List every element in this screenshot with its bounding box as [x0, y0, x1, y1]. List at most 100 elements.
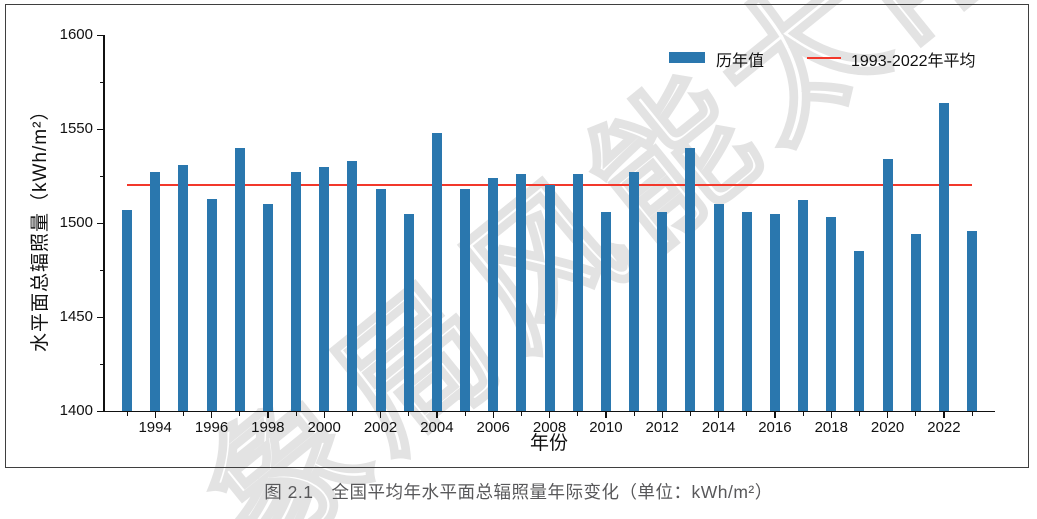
bar-2008 — [544, 185, 555, 411]
bar-1996 — [206, 198, 217, 411]
bar-1998 — [262, 204, 273, 411]
bar-2019 — [854, 251, 865, 411]
bar-2000 — [319, 166, 330, 411]
bar-2003 — [403, 213, 414, 411]
bar-2006 — [488, 177, 499, 411]
bar-2012 — [657, 211, 668, 411]
legend-bar-swatch — [669, 52, 705, 63]
y-tick-1450 — [97, 316, 103, 318]
x-tick-1995 — [182, 412, 185, 416]
y-minor-tick-1575 — [99, 81, 103, 83]
x-tick-2014 — [718, 412, 720, 418]
x-tick-label-2010: 2010 — [589, 419, 623, 436]
bar-2018 — [826, 217, 837, 411]
x-tick-2015 — [746, 412, 748, 416]
y-tick-label-1500: 1500 — [59, 214, 93, 231]
x-tick-1996 — [211, 412, 213, 418]
x-tick-2010 — [605, 412, 607, 418]
bar-2017 — [798, 200, 809, 411]
x-tick-2003 — [408, 412, 410, 416]
bar-1999 — [291, 172, 302, 411]
bar-1997 — [234, 147, 245, 411]
bar-1995 — [178, 164, 189, 411]
bar-2020 — [882, 159, 893, 411]
bar-2009 — [572, 174, 583, 411]
y-tick-label-1550: 1550 — [59, 120, 93, 137]
figure-frame — [5, 4, 1029, 468]
y-minor-tick-1425 — [99, 363, 103, 365]
bar-1993 — [122, 209, 132, 411]
figure-caption: 图 2.1 全国平均年水平面总辐照量年际变化（单位：kWh/m²） — [264, 482, 773, 502]
x-tick-label-2012: 2012 — [645, 419, 679, 436]
y-tick-label-1400: 1400 — [59, 402, 93, 419]
x-tick-2012 — [661, 412, 663, 418]
y-axis-line — [103, 35, 105, 412]
x-tick-label-2000: 2000 — [307, 419, 341, 436]
y-tick-label-1450: 1450 — [59, 308, 93, 325]
x-tick-2011 — [633, 412, 635, 416]
x-tick-label-2006: 2006 — [476, 419, 510, 436]
bar-2004 — [431, 132, 442, 411]
x-tick-2016 — [774, 412, 776, 418]
bar-2023 — [967, 230, 978, 411]
bar-2002 — [375, 189, 386, 411]
x-tick-2022 — [943, 412, 945, 418]
x-tick-2000 — [323, 412, 325, 418]
x-tick-label-1996: 1996 — [194, 419, 229, 436]
x-tick-2009 — [577, 412, 579, 416]
x-tick-label-2008: 2008 — [532, 419, 567, 436]
y-tick-1550 — [97, 128, 103, 130]
bar-2007 — [516, 174, 527, 411]
y-minor-tick-1525 — [99, 175, 103, 177]
x-tick-label-1998: 1998 — [251, 419, 285, 436]
x-tick-label-2014: 2014 — [701, 419, 736, 436]
x-tick-label-2022: 2022 — [927, 419, 961, 436]
x-tick-2001 — [351, 412, 354, 416]
x-axis-line — [103, 410, 995, 412]
legend-bar-label: 历年值 — [716, 53, 765, 70]
x-tick-1994 — [154, 412, 156, 418]
x-tick-2002 — [380, 412, 382, 418]
bar-2001 — [347, 160, 358, 411]
x-tick-label-2018: 2018 — [814, 419, 848, 436]
legend-average-line-swatch — [807, 57, 841, 59]
x-tick-2008 — [549, 412, 551, 418]
x-tick-2013 — [689, 412, 692, 416]
x-tick-2006 — [492, 412, 494, 418]
bar-2005 — [460, 189, 471, 411]
x-tick-1993 — [126, 412, 128, 416]
x-tick-label-2016: 2016 — [758, 419, 792, 436]
x-tick-2019 — [858, 412, 861, 416]
x-tick-1997 — [239, 412, 241, 416]
x-tick-label-2020: 2020 — [870, 419, 905, 436]
x-tick-2023 — [971, 412, 973, 416]
x-tick-label-1994: 1994 — [138, 419, 172, 436]
x-tick-2021 — [915, 412, 917, 416]
x-tick-2005 — [464, 412, 466, 416]
x-tick-2004 — [436, 412, 438, 418]
bar-2014 — [713, 204, 724, 411]
y-minor-tick-1475 — [99, 269, 103, 271]
bar-2015 — [741, 211, 752, 411]
x-tick-1999 — [295, 412, 297, 416]
x-tick-2007 — [520, 412, 523, 416]
x-tick-2018 — [830, 412, 832, 418]
y-tick-1400 — [97, 410, 103, 412]
y-tick-1500 — [97, 222, 103, 224]
bar-2013 — [685, 147, 696, 411]
x-tick-label-2004: 2004 — [420, 419, 454, 436]
bar-2021 — [910, 234, 921, 411]
bar-1994 — [150, 172, 161, 411]
x-axis-title: 年份 — [529, 433, 568, 454]
bar-2022 — [938, 102, 949, 411]
x-tick-2020 — [887, 412, 889, 418]
legend-average-line-label: 1993-2022年平均 — [851, 53, 976, 70]
x-tick-1998 — [267, 412, 269, 418]
y-tick-label-1600: 1600 — [59, 26, 93, 43]
x-tick-label-2002: 2002 — [363, 419, 398, 436]
bar-2016 — [769, 213, 780, 411]
x-tick-2017 — [802, 412, 804, 416]
bar-2011 — [629, 172, 640, 411]
